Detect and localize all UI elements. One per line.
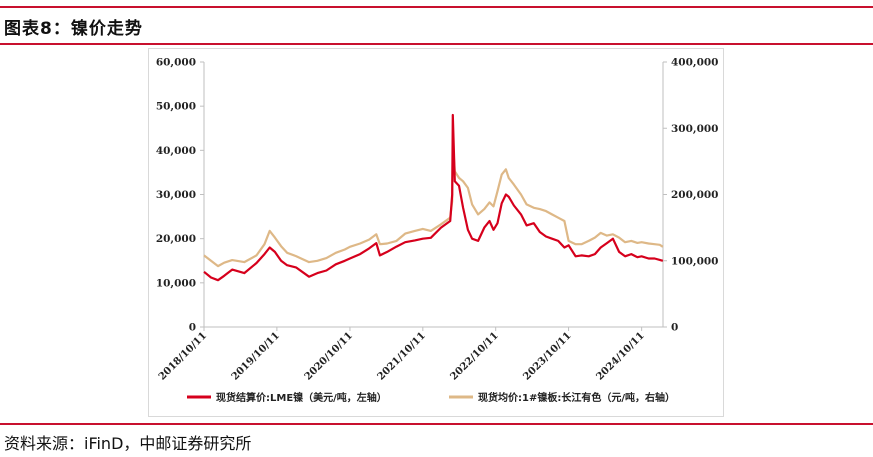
legend-label: 现货结算价:LME镍（美元/吨，左轴） [216, 391, 387, 404]
left-tick-label: 60,000 [156, 57, 196, 69]
legend-label: 现货均价:1#镍板:长江有色（元/吨，右轴） [478, 391, 675, 404]
left-tick-label: 50,000 [156, 101, 196, 113]
nickel-price-chart: 0 10,000 20,000 30,000 40,000 50,000 60,000 0 10… [156, 57, 719, 405]
source-note: 资料来源：iFinD，中邮证券研究所 [4, 434, 252, 453]
right-tick-label: 400,000 [671, 57, 719, 69]
series-line-right-axis [203, 140, 664, 268]
x-tick-label: 2023/10/11 [521, 330, 573, 382]
title-rule [0, 43, 873, 45]
top-rule [0, 6, 873, 8]
right-tick-label: 0 [671, 322, 678, 334]
right-tick-label: 200,000 [671, 189, 719, 201]
right-tick-label: 300,000 [671, 123, 719, 135]
bottom-rule [0, 423, 873, 425]
chart-legend: 现货结算价:LME镍（美元/吨，左轴） 现货均价:1#镍板:长江有色（元/吨，右轴… [187, 391, 675, 404]
x-tick-label: 2021/10/11 [376, 330, 428, 382]
left-tick-label: 10,000 [156, 277, 196, 289]
x-tick-label: 2018/10/11 [157, 330, 209, 382]
x-tick-label: 2022/10/11 [449, 330, 501, 382]
x-tick-label: 2019/10/11 [230, 330, 282, 382]
x-tick-label: 2020/10/11 [303, 330, 355, 382]
left-tick-label: 30,000 [156, 189, 196, 201]
right-tick-label: 100,000 [671, 255, 719, 267]
series-line-left-axis [203, 113, 664, 282]
chart-series [203, 113, 664, 282]
left-tick-label: 0 [189, 322, 196, 334]
left-tick-label: 40,000 [156, 145, 196, 157]
chart-frame: 0 10,000 20,000 30,000 40,000 50,000 60,000 0 10… [148, 48, 724, 417]
x-tick-label: 2024/10/11 [594, 330, 646, 382]
figure-title: 图表8：镍价走势 [4, 19, 143, 39]
left-tick-label: 20,000 [156, 233, 196, 245]
chart-axes: 0 10,000 20,000 30,000 40,000 50,000 60,000 0 10… [156, 57, 719, 383]
